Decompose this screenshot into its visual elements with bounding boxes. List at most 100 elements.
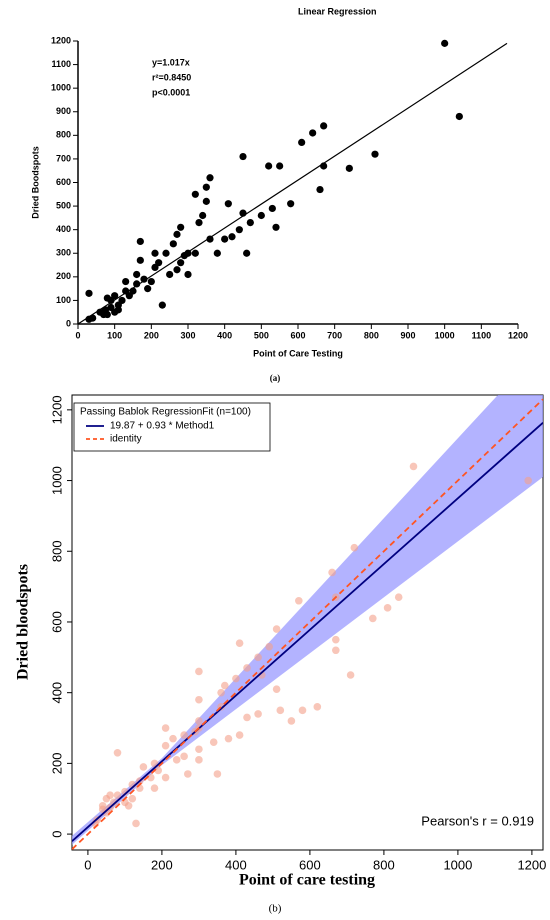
point [309, 129, 317, 137]
legend-label: identity [110, 434, 142, 445]
point [85, 289, 93, 297]
fit-line [77, 42, 508, 325]
y-tick-label: 500 [56, 200, 71, 210]
point [313, 703, 322, 711]
point [106, 791, 114, 800]
point [177, 259, 185, 267]
point [350, 543, 359, 552]
point [195, 695, 203, 704]
x-tick-label: 800 [364, 330, 379, 340]
point [276, 162, 284, 170]
point [161, 724, 170, 732]
y-tick-label: 800 [56, 130, 71, 140]
point [224, 734, 233, 743]
point [202, 197, 210, 205]
y-tick-label: 200 [56, 271, 71, 281]
point [295, 596, 303, 605]
point [224, 200, 232, 208]
point [139, 763, 148, 771]
x-tick-label: 1200 [517, 857, 546, 872]
point [246, 218, 254, 227]
legend-box [73, 402, 271, 452]
x-tick-label: 400 [225, 857, 247, 872]
point [455, 112, 463, 121]
point [122, 277, 130, 286]
fit-line [72, 421, 543, 842]
point [272, 223, 280, 231]
point [235, 226, 243, 234]
point [287, 717, 296, 725]
point [371, 150, 379, 158]
x-tick-label: 1200 [508, 330, 528, 340]
x-tick-label: 300 [180, 330, 195, 340]
y-tick-label: 900 [56, 106, 71, 116]
point [524, 476, 533, 485]
y-tick-label: 1000 [49, 466, 64, 495]
y-tick-label: 200 [49, 753, 64, 775]
point [221, 681, 229, 690]
caption: (a) [270, 373, 281, 383]
x-tick-label: 600 [290, 330, 305, 340]
plot-area [72, 395, 543, 850]
point [133, 280, 141, 288]
point [287, 200, 295, 208]
point [191, 249, 199, 257]
x-tick-label: 500 [254, 330, 269, 340]
point [213, 770, 222, 778]
point [173, 266, 181, 274]
point [110, 798, 118, 807]
point [173, 230, 181, 238]
point [235, 731, 244, 739]
point [184, 270, 192, 279]
y-tick-label: 0 [49, 830, 64, 837]
point [161, 773, 170, 782]
point [409, 462, 418, 471]
point [394, 593, 403, 602]
point [144, 285, 152, 293]
x-tick-label: 200 [151, 857, 173, 872]
legend-title: Passing Bablok RegressionFit (n=100) [80, 407, 251, 418]
y-tick-label: 400 [56, 224, 71, 234]
point [298, 138, 306, 147]
point [113, 791, 122, 800]
x-tick-label: 1000 [443, 857, 472, 872]
point [118, 296, 126, 305]
x-axis-label: Point of care testing [239, 872, 375, 889]
y-tick-label: 700 [56, 153, 71, 163]
point [213, 249, 221, 257]
point [147, 773, 155, 782]
y-tick-label: 800 [49, 540, 64, 562]
x-tick-label: 1100 [472, 330, 492, 340]
point [169, 734, 177, 743]
point [265, 642, 274, 651]
y-tick-label: 1200 [51, 35, 71, 45]
y-tick-label: 1000 [51, 83, 71, 93]
y-tick-label: 0 [66, 318, 71, 328]
point [243, 664, 251, 672]
y-axis-label: Dried bloodspots [15, 564, 32, 680]
point [328, 568, 336, 577]
x-tick-label: 600 [299, 857, 321, 872]
point [184, 770, 192, 778]
point [132, 819, 140, 828]
chart-title: Linear Regression [298, 6, 377, 16]
point [221, 235, 229, 243]
point [140, 275, 148, 283]
y-tick-label: 100 [56, 295, 71, 305]
point [217, 688, 225, 697]
point [272, 625, 281, 633]
point [180, 752, 188, 761]
point [114, 306, 122, 314]
x-tick-label: 100 [107, 330, 122, 340]
point [191, 190, 199, 198]
point [232, 674, 240, 683]
point [147, 277, 155, 286]
point [332, 646, 340, 655]
point [103, 310, 111, 319]
x-tick-label: 400 [217, 330, 232, 340]
legend-label: 19.87 + 0.93 * Method1 [110, 421, 215, 432]
chart-a: 0 100 200 300 400 500 600 700 800 900 1000 1100 1200… [30, 6, 528, 383]
y-tick-label: 400 [49, 682, 64, 704]
point [180, 731, 188, 739]
